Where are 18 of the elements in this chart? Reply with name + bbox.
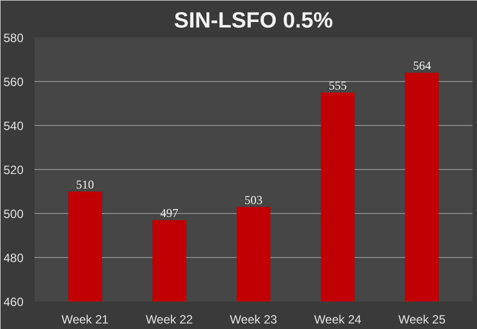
x-tick-label: Week 24 bbox=[314, 312, 362, 326]
x-tick-label: Week 23 bbox=[230, 312, 278, 326]
data-label: 503 bbox=[244, 192, 262, 207]
chart-title: SIN-LSFO 0.5% bbox=[174, 8, 333, 32]
data-label: 510 bbox=[76, 178, 94, 192]
data-label: 555 bbox=[328, 78, 347, 92]
y-tick-label: 540 bbox=[3, 119, 24, 133]
y-tick-label: 580 bbox=[3, 31, 24, 45]
x-tick-label: Week 25 bbox=[398, 312, 446, 326]
x-tick-label: Week 22 bbox=[146, 312, 194, 326]
x-tick-label: Week 21 bbox=[61, 312, 109, 326]
y-tick-label: 480 bbox=[3, 251, 24, 265]
data-label: 497 bbox=[160, 206, 178, 220]
y-tick-label: 500 bbox=[3, 207, 24, 221]
y-tick-label: 520 bbox=[3, 163, 24, 177]
y-tick-label: 460 bbox=[3, 295, 24, 309]
y-tick-label: 560 bbox=[3, 75, 24, 89]
data-label: 564 bbox=[412, 58, 431, 73]
